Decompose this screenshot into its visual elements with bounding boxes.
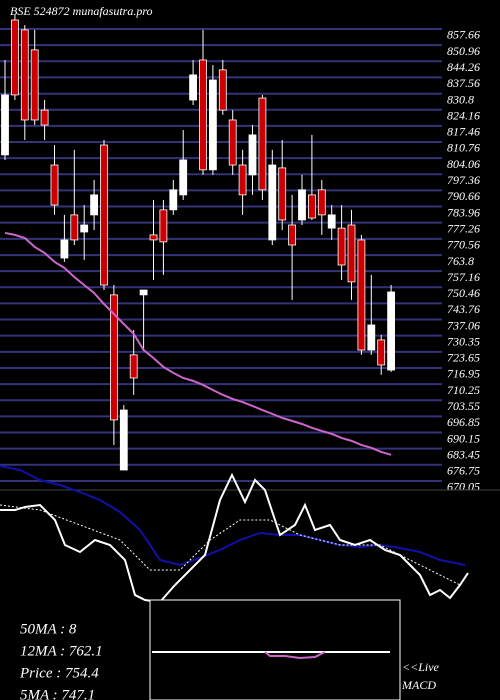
candle-body: [337, 227, 346, 266]
y-tick-label: 757.16: [447, 270, 480, 284]
candle-body: [1, 94, 9, 156]
candle-body: [10, 19, 19, 96]
y-tick-label: 750.46: [447, 286, 480, 300]
y-tick-label: 830.8: [447, 92, 474, 106]
info-label: Price : 754.4: [19, 665, 99, 681]
y-tick-label: 676.75: [447, 464, 480, 478]
y-tick-label: 690.15: [447, 431, 480, 445]
candle-body: [119, 409, 128, 471]
candle-body: [387, 291, 396, 371]
candle-body: [278, 167, 287, 221]
candle-body: [159, 209, 168, 243]
macd-label: <<Live: [402, 660, 440, 674]
marks: [1, 14, 396, 471]
candle-body: [347, 224, 356, 283]
y-tick-label: 730.35: [447, 334, 480, 348]
y-tick-label: 790.66: [447, 189, 480, 203]
y-tick-label: 837.56: [447, 76, 480, 90]
y-tick-label: 777.26: [447, 221, 480, 235]
candle-body: [317, 189, 326, 216]
y-tick-label: 770.56: [447, 238, 480, 252]
candle-body: [357, 239, 366, 351]
y-tick-label: 824.16: [447, 108, 480, 122]
candle-body: [80, 224, 89, 233]
candle-body: [367, 324, 376, 351]
candle-body: [228, 119, 237, 166]
y-tick-label: 850.96: [447, 44, 480, 58]
y-tick-label: 804.06: [447, 157, 480, 171]
candle-body: [110, 294, 118, 421]
candle-body: [149, 234, 158, 241]
y-tick-label: 723.65: [447, 351, 480, 365]
candle-body: [298, 189, 306, 221]
macd-line: [0, 472, 469, 604]
candle-body: [377, 339, 386, 366]
candle-body: [60, 239, 69, 259]
y-tick-label: 817.46: [447, 125, 480, 139]
candle-body: [208, 79, 217, 171]
y-tick-label: 783.96: [447, 205, 480, 219]
moving-average: [4, 231, 392, 456]
candle-body: [169, 189, 178, 211]
candle-body: [100, 144, 108, 286]
candle-body: [258, 97, 267, 191]
candle-body: [129, 354, 138, 379]
y-tick-label: 797.36: [447, 173, 480, 187]
macd-box: [149, 599, 401, 700]
candle-body: [199, 59, 207, 171]
candle-body: [218, 69, 227, 111]
candle-body: [288, 224, 297, 246]
y-tick-label: 683.45: [447, 447, 480, 461]
y-tick-label: 716.95: [447, 367, 480, 381]
candle-body: [268, 164, 277, 241]
y-tick-label: 857.66: [447, 28, 480, 42]
y-tick-label: 743.76: [447, 302, 480, 316]
candle-body: [40, 109, 49, 126]
candle-body: [139, 289, 148, 296]
y-tick-label: 703.55: [447, 399, 480, 413]
y-tick-label: 737.06: [447, 318, 480, 332]
info-label: 50MA : 8: [20, 621, 77, 637]
candle-body: [179, 159, 188, 196]
histogram: [264, 651, 326, 660]
y-tick-label: 710.25: [447, 383, 480, 397]
candle-body: [327, 214, 336, 229]
candle-body: [189, 74, 198, 101]
candle-body: [238, 164, 247, 196]
y-tick-label: 763.8: [447, 254, 474, 268]
macd-label: MACD: [401, 678, 436, 692]
candle-body: [30, 49, 39, 121]
candle-body: [248, 134, 257, 176]
y-tick-label: 810.76: [447, 141, 480, 155]
info-label: 5MA : 747.1: [20, 687, 95, 700]
y-tick-label: 696.85: [447, 415, 480, 429]
y-tick-label: 670.05: [447, 480, 480, 494]
y-tick-label: 844.26: [447, 60, 480, 74]
info-label: 12MA : 762.1: [20, 643, 103, 659]
chart-title: BSE 524872 munafasutra.pro: [10, 4, 153, 18]
candle-body: [20, 29, 29, 121]
candle-body: [50, 164, 59, 206]
candle-body: [307, 194, 316, 219]
candle-body: [70, 214, 79, 241]
signal-line: [0, 465, 466, 567]
candle-body: [90, 194, 98, 216]
